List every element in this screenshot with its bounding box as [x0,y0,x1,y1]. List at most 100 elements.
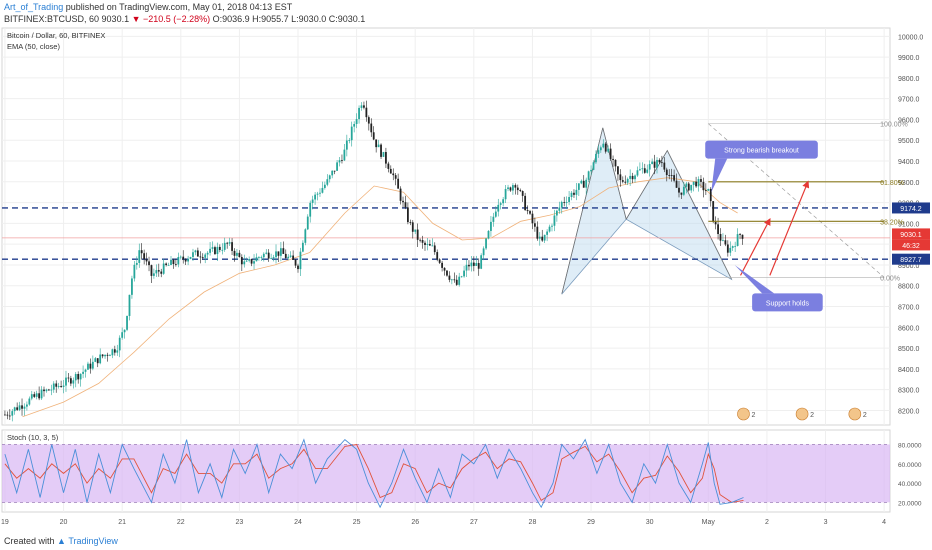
candle-body [690,184,693,191]
projection-arrow [769,180,810,276]
event-marker-icon [795,407,809,421]
candle-body [309,202,312,217]
candle-body [646,169,649,173]
callout-text: Support holds [766,300,810,307]
candle-body [199,256,202,258]
candle-body [255,257,258,262]
event-marker-icon [848,407,862,421]
candle-body [436,252,439,260]
candle-body [448,275,451,280]
x-tick-label: 27 [470,519,478,526]
candle-body [656,159,658,168]
candle-body [165,263,168,266]
candle-body [326,179,329,185]
candle-body [79,373,82,380]
ohlc-values: O:9036.9 H:9055.7 L:9030.0 C:9030.1 [212,14,366,24]
candle-body [128,294,131,316]
candle-body [685,183,688,187]
candle-body [145,259,148,262]
candle-body [465,264,468,271]
candle-body [182,256,185,260]
candle-body [250,259,253,264]
candle-body [28,398,31,405]
candle-body [367,117,370,124]
candle-body [284,253,287,259]
candle-body [211,247,214,249]
candle-body [428,244,431,246]
stoch-tick-label: 60.0000 [898,462,922,469]
stoch-tick-label: 20.0000 [898,500,922,507]
candle-body [533,223,536,227]
candle-body [558,207,561,211]
candle-body [184,259,187,262]
x-tick-label: 24 [294,519,302,526]
candle-body [336,162,338,171]
candle-body [472,262,475,266]
candle-body [470,262,473,267]
candle-body [179,256,182,258]
candle-body [358,107,360,120]
candle-body [294,259,297,266]
candle-body [40,389,43,399]
candle-body [397,178,400,189]
x-tick-label: 3 [824,519,828,526]
candle-body [319,192,321,194]
price-axis-tag [892,253,930,265]
candle-body [35,393,38,397]
stoch-band [2,444,890,503]
candle-body [411,222,414,232]
candle-body [270,258,273,260]
candle-body [350,126,353,141]
stoch-d-line [4,444,744,503]
candle-body [236,252,238,256]
candle-body [289,255,292,257]
candle-body [526,210,529,212]
candle-body [668,175,671,176]
candle-body [663,162,666,170]
candle-body [636,170,639,176]
candle-body [543,234,546,241]
candle-body [365,107,368,118]
author-link[interactable]: Art_of_Trading [4,2,64,12]
candle-body [570,192,573,198]
tradingview-brand[interactable]: TradingView [68,536,118,546]
stoch-k-line [4,438,744,509]
candle-body [443,267,446,271]
candle-body [402,200,404,203]
y-tick-label: 9800.0 [898,76,920,83]
candle-body [480,255,483,269]
candle-body [590,169,592,172]
y-tick-label: 8400.0 [898,367,920,374]
candle-body [582,180,585,188]
candle-body [74,373,77,381]
event-marker-label: 2 [751,412,755,419]
candle-body [658,159,661,163]
candle-body [372,132,375,140]
candle-body [624,181,627,183]
candle-body [475,263,478,266]
candle-body [490,221,492,231]
candle-body [568,197,570,203]
candle-body [575,189,578,195]
candle-body [96,358,99,364]
candle-body [514,185,517,188]
candle-body [426,244,429,245]
candle-body [343,149,346,161]
candle-body [11,411,14,416]
candle-body [106,354,109,356]
candle-body [700,179,702,182]
y-tick-label: 9300.0 [898,180,920,187]
candle-body [292,255,295,260]
candle-body [614,159,617,167]
candle-body [280,248,282,256]
candle-body [643,168,646,173]
candle-body [741,234,744,239]
fib-level-label: 61.80% [880,180,904,187]
candle-body [524,195,527,211]
candle-body [33,394,36,397]
candle-body [387,163,390,169]
y-tick-label: 8800.0 [898,284,920,291]
candle-body [60,386,63,387]
candle-body [277,251,280,256]
